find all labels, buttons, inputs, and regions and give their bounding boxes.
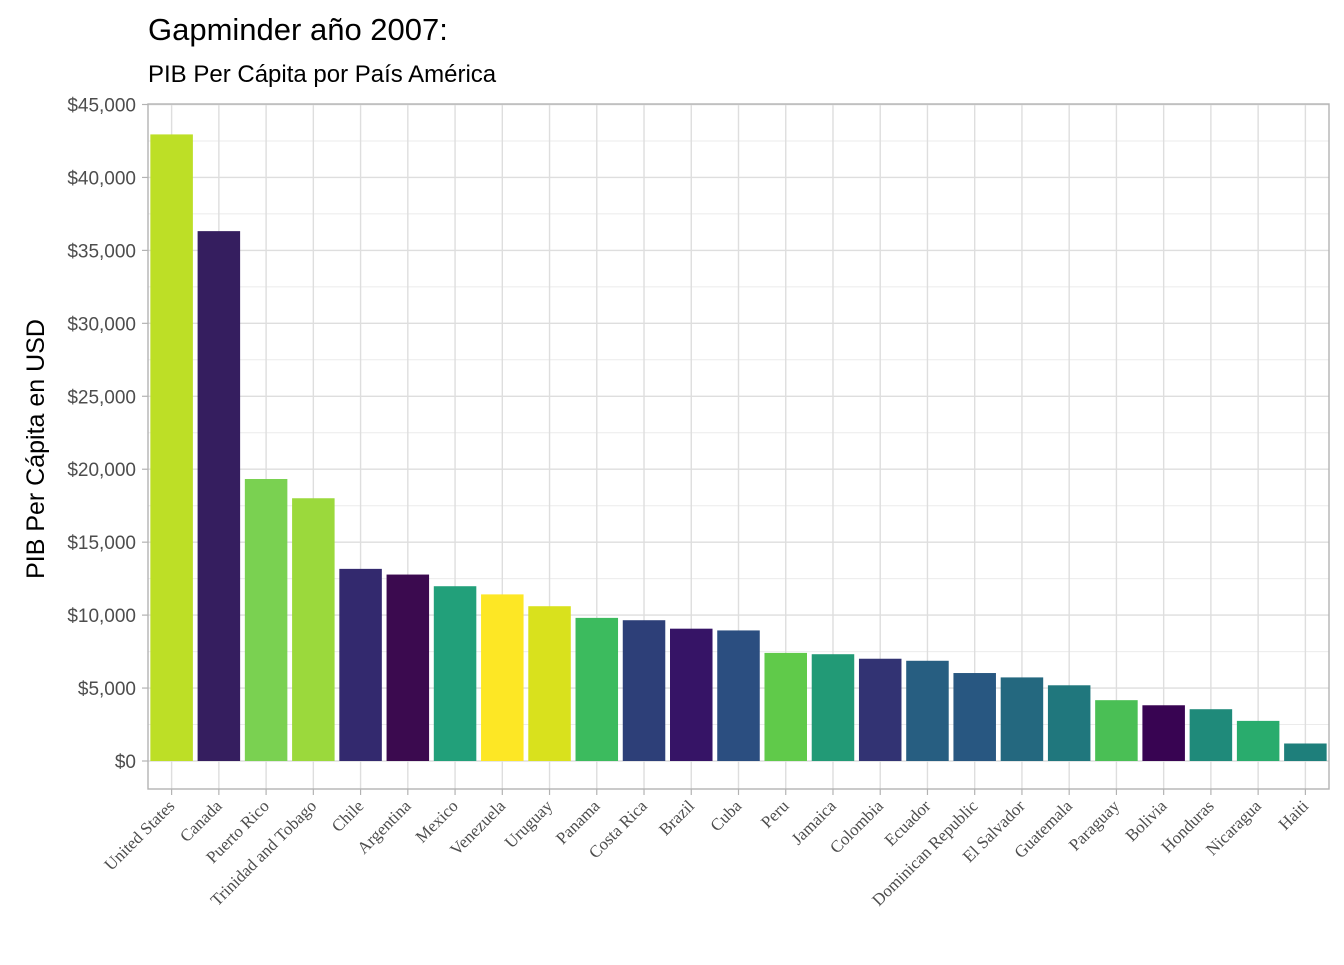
x-tick-label: Cuba (707, 796, 746, 835)
chart-subtitle: PIB Per Cápita por País América (148, 61, 497, 88)
bar-venezuela (481, 594, 524, 761)
bar-jamaica (811, 654, 855, 761)
x-tick-label: Chile (328, 796, 367, 835)
y-tick-label: $30,000 (67, 314, 136, 335)
y-tick-label: $10,000 (67, 606, 136, 627)
bar-ecuador (906, 660, 949, 761)
bar-argentina (386, 574, 430, 761)
bar-canada (197, 231, 241, 761)
y-tick-label: $5,000 (78, 679, 136, 700)
x-tick-label: Brazil (655, 796, 698, 839)
x-tick-label: Peru (757, 796, 793, 832)
bar-nicaragua (1236, 720, 1280, 761)
y-tick-label: $15,000 (67, 533, 136, 554)
bar-panama (575, 617, 619, 761)
bar-honduras (1189, 709, 1233, 761)
bar-guatemala (1047, 685, 1091, 761)
bar-colombia (858, 658, 902, 761)
bar-chile (339, 568, 382, 761)
bar-costa-rica (622, 620, 666, 761)
x-tick-label: Colombia (826, 796, 887, 857)
y-tick-label: $45,000 (67, 96, 136, 117)
x-tick-label: Paraguay (1065, 796, 1124, 855)
bar-brazil (670, 628, 713, 761)
bar-el-salvador (1000, 677, 1044, 761)
x-tick-label: Haiti (1275, 796, 1313, 834)
y-axis-label: PIB Per Cápita en USD (22, 319, 50, 579)
plot-area: $0 $5,000 $10,000 $15,000 $20,000 $25,000 $30,… (67, 96, 1330, 910)
x-tick-label: United States (101, 796, 179, 874)
bar-cuba (717, 630, 760, 761)
bar-mexico (433, 586, 477, 761)
chart-title: Gapminder año 2007: (148, 12, 448, 47)
bar-paraguay (1095, 700, 1138, 761)
bar-trinidad-and-tobago (292, 498, 335, 761)
y-tick-label: $0 (115, 752, 136, 773)
x-tick-label: Uruguay (501, 796, 557, 852)
y-tick-label: $35,000 (67, 241, 136, 262)
bar-dominican-republic (953, 673, 996, 761)
bar-united-states (150, 134, 193, 761)
bar-haiti (1284, 743, 1327, 761)
y-tick-label: $25,000 (67, 387, 136, 408)
bar-puerto-rico (244, 478, 288, 761)
y-tick-label: $40,000 (67, 168, 136, 189)
bar-uruguay (528, 606, 571, 761)
y-tick-label: $20,000 (67, 460, 136, 481)
bar-bolivia (1142, 705, 1185, 761)
bar-peru (764, 652, 807, 761)
